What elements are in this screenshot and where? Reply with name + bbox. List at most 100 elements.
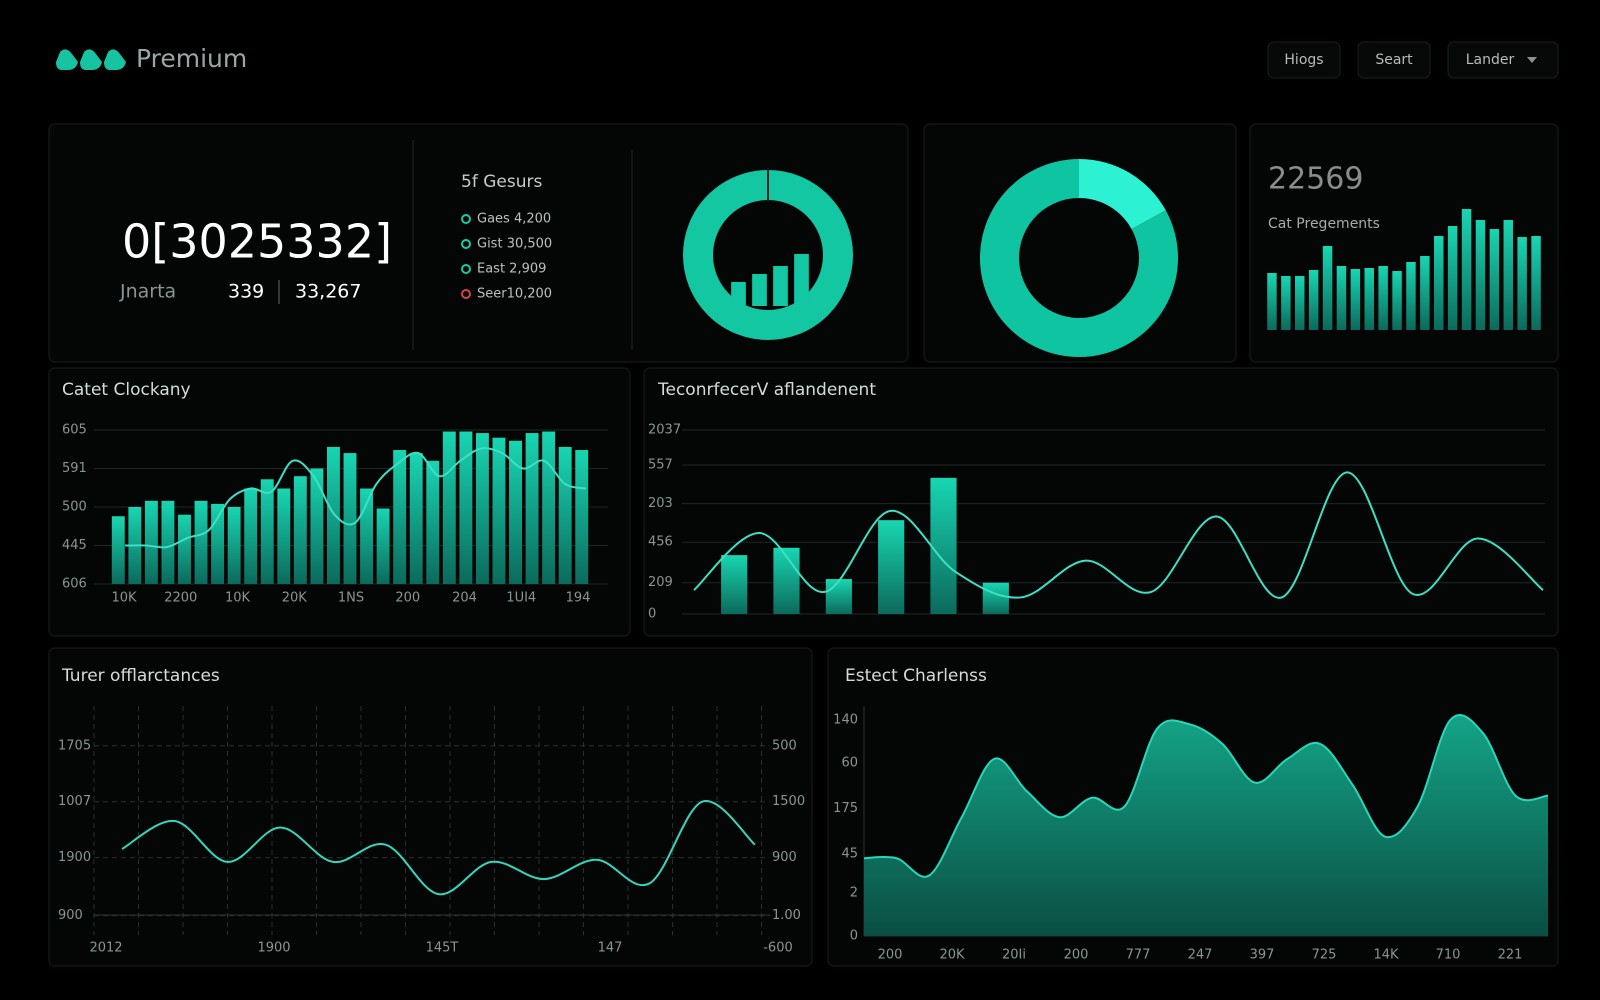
line — [124, 447, 587, 549]
bar — [326, 446, 340, 584]
bar — [293, 476, 307, 584]
nav-label[interactable]: Seart — [1375, 52, 1413, 68]
bar — [1489, 229, 1500, 330]
chart-title: Turer offlarctances — [61, 666, 220, 686]
bar — [794, 254, 809, 306]
y-tick-label: 605 — [62, 423, 87, 438]
x-tick-label: 2012 — [89, 941, 122, 956]
y-tick-label: 140 — [833, 713, 858, 728]
bar — [982, 582, 1009, 614]
x-tick-label: 1NS — [338, 591, 364, 606]
brand: Premium — [136, 44, 247, 73]
bar — [1447, 226, 1458, 330]
kpi-stat: 339 — [228, 281, 264, 303]
y-tick-label: 1500 — [772, 794, 805, 809]
bar — [1322, 246, 1333, 330]
bar — [194, 500, 208, 584]
x-tick-label: 1900 — [257, 941, 290, 956]
bar — [442, 431, 456, 584]
bar — [509, 440, 522, 584]
y-tick-label: 500 — [772, 738, 797, 753]
chart-title: TeconrfecerV aflandenent — [657, 380, 876, 400]
x-tick-label: 221 — [1498, 948, 1523, 963]
bar — [161, 500, 175, 584]
bar — [930, 477, 957, 614]
x-tick-label: 10K — [225, 591, 251, 606]
y-tick-label: 0 — [850, 929, 858, 944]
x-tick-label: 200 — [395, 591, 420, 606]
y-tick-label: 60 — [841, 756, 858, 771]
y-tick-label: 606 — [62, 577, 87, 592]
x-tick-label: 247 — [1188, 948, 1213, 963]
x-tick-label: 194 — [566, 591, 591, 606]
y-tick-label: 557 — [648, 457, 673, 472]
legend-label: Gaes 4,200 — [477, 212, 551, 227]
x-tick-label: -600 — [763, 941, 793, 956]
panel — [643, 367, 1559, 637]
x-tick-label: 20Ii — [1002, 948, 1026, 963]
nav-button[interactable] — [1357, 41, 1431, 79]
y-tick-label: 1.00 — [772, 908, 801, 923]
bar — [1406, 262, 1416, 330]
y-tick-label: 0 — [648, 607, 656, 622]
bar — [1420, 256, 1430, 330]
y-tick-label: 1705 — [58, 738, 91, 753]
y-tick-label: 175 — [833, 801, 858, 816]
bar — [1350, 269, 1361, 330]
x-tick-label: 200 — [878, 948, 903, 963]
bar — [721, 555, 748, 614]
bar — [1503, 220, 1513, 330]
line — [693, 471, 1544, 599]
bar — [1308, 270, 1319, 330]
x-tick-label: 204 — [452, 591, 477, 606]
bar — [343, 453, 357, 584]
bar — [878, 520, 905, 614]
bar — [393, 450, 407, 584]
y-tick-label: 900 — [58, 908, 83, 923]
legend-dot — [461, 239, 471, 249]
bar — [1267, 273, 1277, 330]
x-tick-label: 710 — [1436, 948, 1461, 963]
y-tick-label: 209 — [648, 575, 673, 590]
bar — [825, 579, 852, 614]
chart-title: Estect Charlenss — [845, 666, 987, 686]
bar — [1392, 271, 1402, 330]
x-tick-label: 20K — [939, 948, 965, 963]
y-tick-label: 900 — [772, 850, 797, 865]
y-tick-label: 591 — [62, 461, 87, 476]
nav-dropdown[interactable] — [1447, 41, 1559, 79]
x-tick-label: 725 — [1312, 948, 1337, 963]
x-tick-label: 10K — [111, 591, 137, 606]
bar — [1378, 266, 1388, 330]
x-tick-label: 14K — [1373, 948, 1399, 963]
nav-label[interactable]: Hiogs — [1284, 52, 1323, 68]
bar — [310, 468, 324, 584]
legend-dot — [461, 289, 471, 299]
bar — [525, 433, 539, 584]
bar — [492, 437, 506, 584]
x-tick-label: 147 — [598, 941, 623, 956]
bar — [575, 450, 589, 584]
line — [121, 800, 756, 896]
bar — [542, 431, 556, 584]
bar — [409, 453, 423, 584]
legend-label: Seer10,200 — [477, 287, 552, 302]
bar — [376, 508, 390, 584]
bar — [752, 274, 767, 306]
legend-dot — [461, 214, 471, 224]
bar — [475, 433, 489, 584]
x-tick-label: 200 — [1064, 948, 1089, 963]
area — [864, 715, 1548, 936]
legend-title: 5f Gesurs — [461, 172, 542, 192]
bar — [731, 282, 746, 306]
bar — [144, 500, 158, 584]
bar — [1531, 236, 1541, 330]
nav-button[interactable] — [1267, 41, 1341, 79]
headline: 22569 — [1268, 162, 1363, 197]
bar — [773, 266, 788, 306]
donut-segment — [979, 159, 1178, 357]
y-tick-label: 2037 — [648, 423, 681, 438]
kpi-stat: 33,267 — [295, 281, 361, 303]
line — [863, 714, 1549, 878]
nav-label[interactable]: Lander — [1466, 52, 1515, 68]
